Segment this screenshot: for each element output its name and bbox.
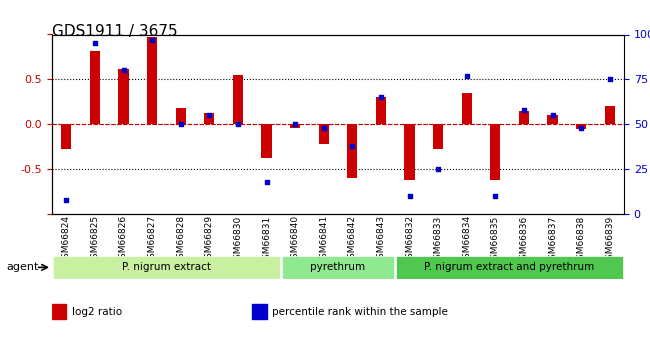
Point	[61, 197, 72, 202]
Point	[347, 143, 358, 148]
Point	[576, 125, 586, 130]
FancyBboxPatch shape	[53, 256, 280, 279]
Bar	[376, 97, 386, 124]
Point	[176, 121, 186, 127]
Bar	[318, 124, 329, 144]
Point	[462, 73, 472, 79]
Point	[547, 112, 558, 118]
Bar	[433, 124, 443, 149]
Bar	[118, 69, 129, 124]
Bar	[604, 106, 615, 124]
Point	[147, 37, 157, 43]
Bar	[252, 304, 266, 319]
Point	[318, 125, 329, 130]
Bar	[52, 304, 66, 319]
Bar	[519, 111, 529, 124]
Bar	[204, 114, 214, 124]
Text: P. nigrum extract and pyrethrum: P. nigrum extract and pyrethrum	[424, 263, 595, 272]
Point	[261, 179, 272, 184]
Point	[404, 193, 415, 199]
Bar	[290, 124, 300, 128]
Bar	[147, 37, 157, 124]
Bar	[261, 124, 272, 158]
Point	[433, 166, 443, 172]
Bar	[176, 108, 186, 124]
Point	[376, 95, 386, 100]
FancyBboxPatch shape	[396, 256, 623, 279]
Text: percentile rank within the sample: percentile rank within the sample	[272, 307, 448, 317]
Point	[90, 41, 100, 46]
Bar	[233, 75, 243, 124]
Point	[118, 68, 129, 73]
Bar	[576, 124, 586, 129]
Bar	[90, 51, 100, 124]
Text: pyrethrum: pyrethrum	[311, 263, 365, 272]
Text: GDS1911 / 3675: GDS1911 / 3675	[52, 24, 177, 39]
Bar	[61, 124, 72, 149]
FancyBboxPatch shape	[281, 256, 395, 279]
Text: log2 ratio: log2 ratio	[72, 307, 122, 317]
Bar	[404, 124, 415, 180]
Point	[490, 193, 501, 199]
Bar	[462, 93, 472, 124]
Text: P. nigrum extract: P. nigrum extract	[122, 263, 211, 272]
Bar	[490, 124, 501, 180]
Bar	[347, 124, 358, 178]
Text: agent: agent	[6, 263, 39, 272]
Point	[604, 77, 615, 82]
Bar	[547, 115, 558, 124]
Point	[290, 121, 300, 127]
Point	[204, 112, 214, 118]
Point	[233, 121, 243, 127]
Point	[519, 107, 529, 112]
